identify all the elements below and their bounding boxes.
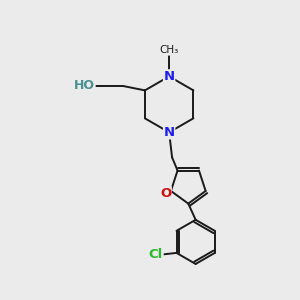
Text: CH₃: CH₃	[160, 45, 179, 55]
Text: O: O	[160, 187, 171, 200]
Text: Cl: Cl	[149, 248, 163, 261]
Text: N: N	[164, 126, 175, 139]
Text: N: N	[164, 70, 175, 83]
Text: HO: HO	[74, 80, 95, 92]
